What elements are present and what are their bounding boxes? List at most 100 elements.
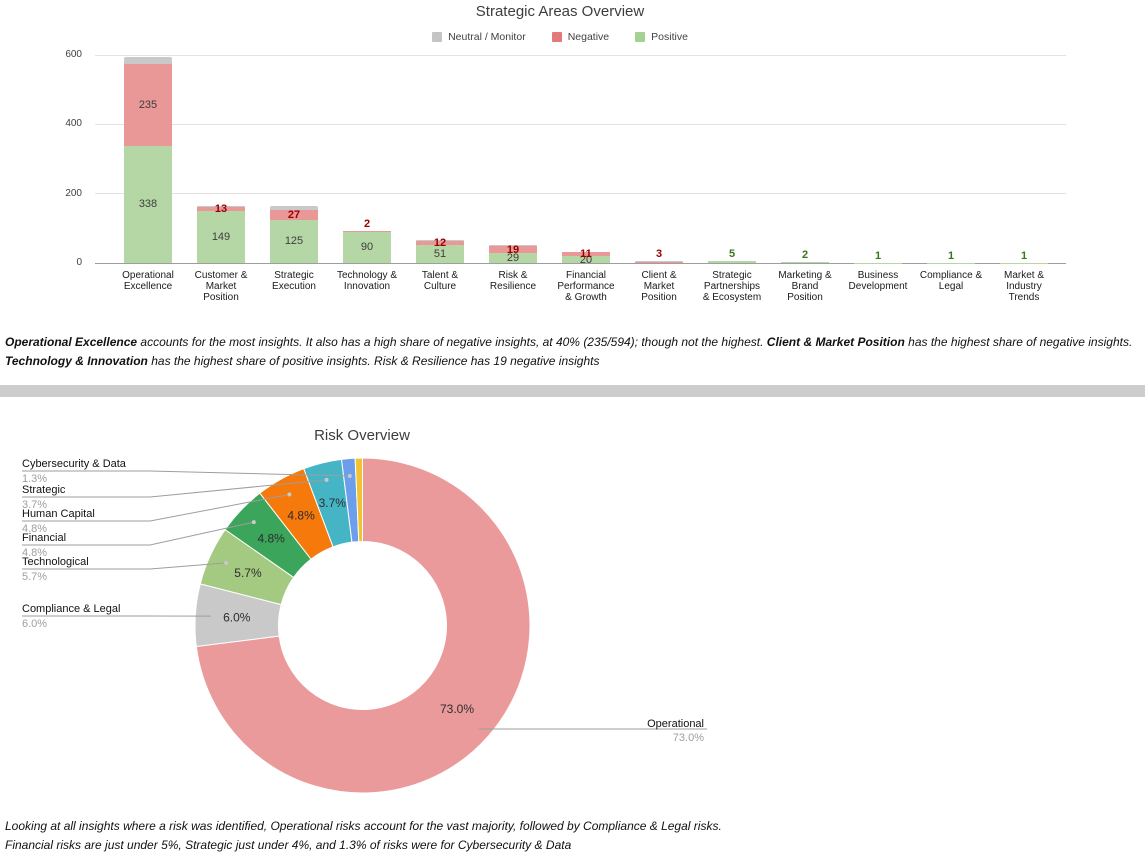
bar-segment-neutral[interactable] [124,57,172,65]
pie-chart-commentary: Looking at all insights where a risk was… [5,817,1145,855]
category-label-line: Industry [1006,281,1042,292]
pie-leader-dot [287,492,292,497]
bar-segment-positive[interactable] [270,219,318,263]
category-label-line: Market & [1003,270,1044,281]
bar-value-label: 5 [728,248,736,261]
bar-segment-positive[interactable] [781,262,829,264]
pie-callout-name: Strategic [22,484,66,496]
y-axis-tick-label: 400 [65,118,82,130]
category-label-line: Partnerships [703,281,761,292]
bar-segment-neutral[interactable] [635,261,683,263]
bar-value-label: 235 [138,99,158,112]
category-label-line: Strategic [712,270,752,281]
bar-segment-positive[interactable] [489,252,537,263]
bar-value-label: 12 [433,237,447,250]
commentary-emphasis: Technology & Innovation [5,354,148,368]
pie-callout-percent: 4.8% [22,547,47,559]
x-axis-category-label: Compliance & Legal [914,270,988,292]
bar-segment-negative[interactable] [343,231,391,233]
category-label-line: Execution [272,281,316,292]
category-label-line: Brand [791,281,819,292]
bar-value-label: 1 [947,249,955,262]
gridline [95,54,1066,56]
bar-value-label: 51 [433,248,447,261]
category-label-line: Customer & [194,270,248,281]
x-axis-category-label: Customer & Market Position [184,270,258,303]
pie-leader-dot [224,560,229,565]
bar-segment-negative[interactable] [416,241,464,246]
category-label-line: Culture [423,281,457,292]
commentary-line: Technology & Innovation has the highest … [5,352,1145,371]
category-label-line: Operational [122,270,174,281]
bar-chart-legend: Neutral / Monitor Negative Positive [0,31,1120,43]
category-label-line: Marketing & [778,270,832,281]
bar-segment-positive[interactable] [416,245,464,263]
bar-segment-positive[interactable] [124,145,172,263]
category-label-line: & Growth [565,292,607,303]
pie-callout-percent: 73.0% [673,732,704,744]
bar-value-label: 20 [579,253,593,266]
pie-slice[interactable] [195,457,531,794]
category-label-line: & Ecosystem [702,292,762,303]
strategic-areas-bar-chart: 0 200 400 600 338 235 Operational Excellence 149… [0,0,1145,330]
legend-swatch [635,32,646,42]
bar-segment-negative[interactable] [124,64,172,146]
pie-leader-line [22,494,290,522]
x-axis-category-label: Market & Industry Trends [987,270,1061,303]
bar-segment-positive[interactable] [854,262,902,264]
section-divider [0,385,1145,397]
bar-chart-commentary: Operational Excellence accounts for the … [5,333,1145,371]
bar-segment-positive[interactable] [197,211,245,263]
bar-segment-neutral[interactable] [416,240,464,242]
bar-segment-neutral[interactable] [270,205,318,211]
bar-value-label: 1 [874,249,882,262]
bar-segment-neutral[interactable] [562,251,610,253]
bar-value-label: 3 [655,248,663,261]
category-label-line: Risk & [498,270,528,281]
legend-item: Neutral / Monitor [432,31,526,43]
gridline [95,123,1066,125]
category-label-line: Client & [641,270,677,281]
legend-swatch [551,32,562,42]
bar-value-label: 338 [138,198,158,211]
bar-segment-negative[interactable] [197,206,245,212]
x-axis-category-label: Talent & Culture [403,270,477,292]
commentary-text: accounts for the most insights. It also … [137,335,767,349]
pie-callout-name: Human Capital [22,508,95,520]
category-label-line: Position [787,292,823,303]
bar-segment-negative[interactable] [270,210,318,220]
bar-segment-neutral[interactable] [489,244,537,247]
pie-percent-label: 5.7% [234,566,262,580]
x-axis-category-label: Marketing & Brand Position [768,270,842,303]
pie-leader-dot [347,474,352,479]
bar-segment-positive[interactable] [927,262,975,264]
bar-segment-negative[interactable] [635,261,683,263]
pie-callout-percent: 3.7% [22,499,47,511]
pie-leader-dot [324,477,329,482]
bar-segment-positive[interactable] [562,256,610,263]
pie-leader-line [22,521,254,546]
bar-segment-negative[interactable] [562,252,610,257]
bar-segment-positive[interactable] [1000,262,1048,264]
category-label-line: Strategic [274,270,314,281]
legend-item: Negative [551,31,609,43]
category-label-line: Business [857,270,899,281]
bar-segment-neutral[interactable] [197,206,245,208]
pie-callout-percent: 5.7% [22,571,47,583]
x-axis-category-label: Risk & Resilience [476,270,550,292]
commentary-line: Operational Excellence accounts for the … [5,333,1145,352]
pie-chart-title: Risk Overview [314,427,410,444]
category-label-line: Legal [938,281,964,292]
bar-value-label: 2 [363,218,371,231]
x-axis-category-label: Financial Performance & Growth [549,270,623,303]
pie-slice[interactable] [354,457,363,543]
commentary-text: has the highest share of negative insigh… [904,335,1133,349]
category-label-line: Market [643,281,675,292]
category-label-line: Position [203,292,239,303]
pie-leader-line [22,470,350,477]
bar-segment-negative[interactable] [489,246,537,253]
bar-segment-positive[interactable] [708,261,756,263]
pie-leader-line [22,562,227,570]
bar-value-label: 11 [580,248,592,261]
bar-segment-positive[interactable] [343,231,391,263]
